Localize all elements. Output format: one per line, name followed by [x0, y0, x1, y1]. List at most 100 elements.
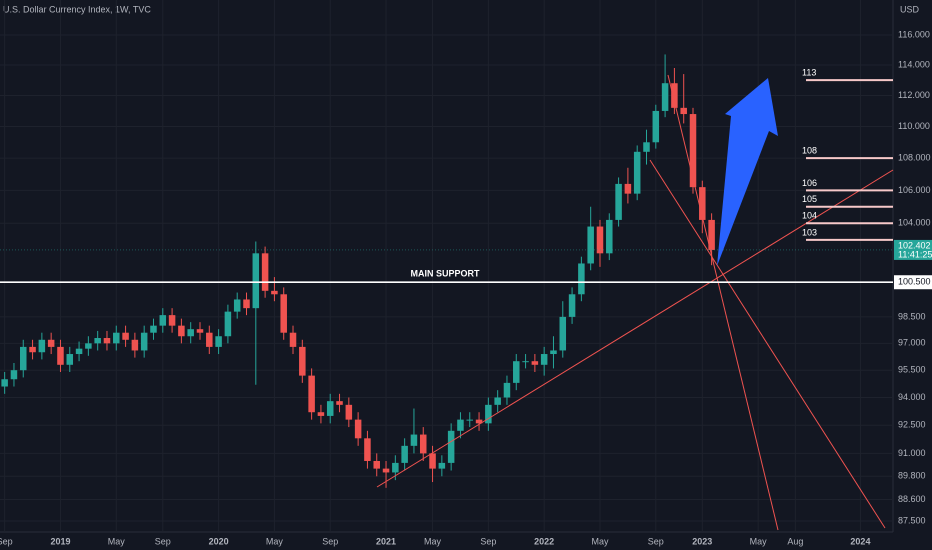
candle-body: [252, 253, 260, 309]
candle-body: [159, 315, 167, 326]
candle-body: [513, 361, 520, 383]
candle-body: [568, 294, 576, 317]
candle-body: [392, 462, 399, 473]
last-price-tag: [894, 239, 932, 260]
candle-body: [299, 346, 306, 376]
y-tick-label: 92.500: [898, 420, 926, 430]
candle-body: [596, 226, 604, 254]
candle-body: [196, 329, 204, 333]
candle-body: [503, 382, 511, 398]
candle-body: [494, 397, 501, 405]
x-tick-label: Sep: [155, 536, 171, 546]
x-tick-label: May: [266, 536, 284, 546]
candle-body: [643, 142, 650, 152]
y-tick-label: 87.500: [898, 515, 926, 525]
level-label: 108: [802, 146, 817, 156]
candle-body: [364, 438, 371, 461]
candle-body: [522, 361, 529, 363]
support-text: MAIN SUPPORT: [410, 269, 480, 279]
candle-body: [531, 361, 539, 365]
candle-body: [113, 332, 120, 344]
y-tick-label: 108.000: [898, 153, 931, 163]
candle-body: [671, 83, 678, 108]
candle-body: [289, 332, 297, 347]
candle-body: [140, 332, 148, 351]
x-tick-label: 2020: [209, 536, 229, 546]
x-tick-label: 2021: [376, 536, 396, 546]
candle-body: [661, 83, 669, 111]
candle-body: [345, 404, 353, 420]
x-tick-label: Aug: [787, 536, 803, 546]
x-tick-label: 2022: [534, 536, 554, 546]
candle-body: [85, 343, 92, 349]
x-tick-label: May: [424, 536, 442, 546]
candle-body: [308, 375, 315, 413]
level-label: 105: [802, 194, 817, 204]
level-label: 104: [802, 211, 817, 221]
support-tag: [894, 275, 932, 290]
candle-body: [401, 445, 408, 463]
candle-body: [419, 434, 427, 454]
candle-body: [429, 453, 436, 469]
candle-body: [38, 339, 46, 353]
x-tick-label: 2019: [50, 536, 70, 546]
x-tick-label: 2024: [850, 536, 870, 546]
countdown-label: 11:41:25: [898, 249, 932, 259]
candle-body: [447, 430, 455, 463]
x-tick-label: Sep: [480, 536, 496, 546]
trend-line: [649, 159, 886, 529]
y-tick-label: 116.000: [898, 29, 930, 39]
candle-body: [550, 350, 557, 355]
candle-body: [624, 183, 632, 194]
y-unit: USD: [900, 4, 920, 14]
candle-body: [233, 299, 241, 312]
y-tick-label: 104.000: [898, 218, 931, 228]
arrow: [717, 78, 778, 266]
candle-body: [224, 311, 232, 337]
candle-body: [57, 346, 64, 365]
candle-body: [261, 253, 269, 291]
candle-body: [29, 346, 36, 353]
candle-body: [168, 315, 176, 326]
candle-body: [699, 187, 706, 220]
candle-body: [243, 299, 250, 309]
candle-body: [615, 183, 622, 220]
x-tick-label: May: [108, 536, 126, 546]
candles: [1, 54, 715, 488]
candle-body: [271, 290, 278, 295]
candle-body: [354, 419, 362, 439]
chart-title: U.S. Dollar Currency Index, 1W, TVC: [3, 4, 151, 14]
candle-body: [178, 325, 185, 337]
y-tick-label: 91.000: [898, 448, 926, 458]
candle-body: [336, 401, 343, 405]
candle-body: [540, 354, 548, 365]
x-tick-label: 2023: [692, 536, 712, 546]
level-label: 106: [802, 178, 817, 188]
candle-body: [103, 338, 111, 344]
x-tick-label: Sep: [322, 536, 338, 546]
candle-body: [466, 419, 474, 421]
x-tick-label: Sep: [648, 536, 664, 546]
candle-body: [559, 316, 567, 351]
candle-body: [66, 354, 74, 365]
x-tick-label: May: [591, 536, 609, 546]
y-tick-label: 89.800: [898, 471, 926, 481]
x-tick-label: Sep: [0, 536, 13, 546]
level-label: 103: [802, 227, 817, 237]
x-tick-label: May: [750, 536, 768, 546]
y-tick-label: 88.600: [898, 494, 926, 504]
candle-body: [578, 263, 585, 295]
candle-body: [373, 460, 380, 469]
y-tick-label: 94.000: [898, 392, 926, 402]
candle-body: [75, 348, 83, 355]
candle-body: [206, 332, 213, 347]
candle-body: [47, 339, 55, 347]
candle-body: [438, 462, 446, 469]
candle-body: [10, 370, 18, 380]
y-tick-label: 98.500: [898, 311, 926, 321]
candle-body: [652, 110, 660, 143]
candle-body: [326, 401, 334, 416]
